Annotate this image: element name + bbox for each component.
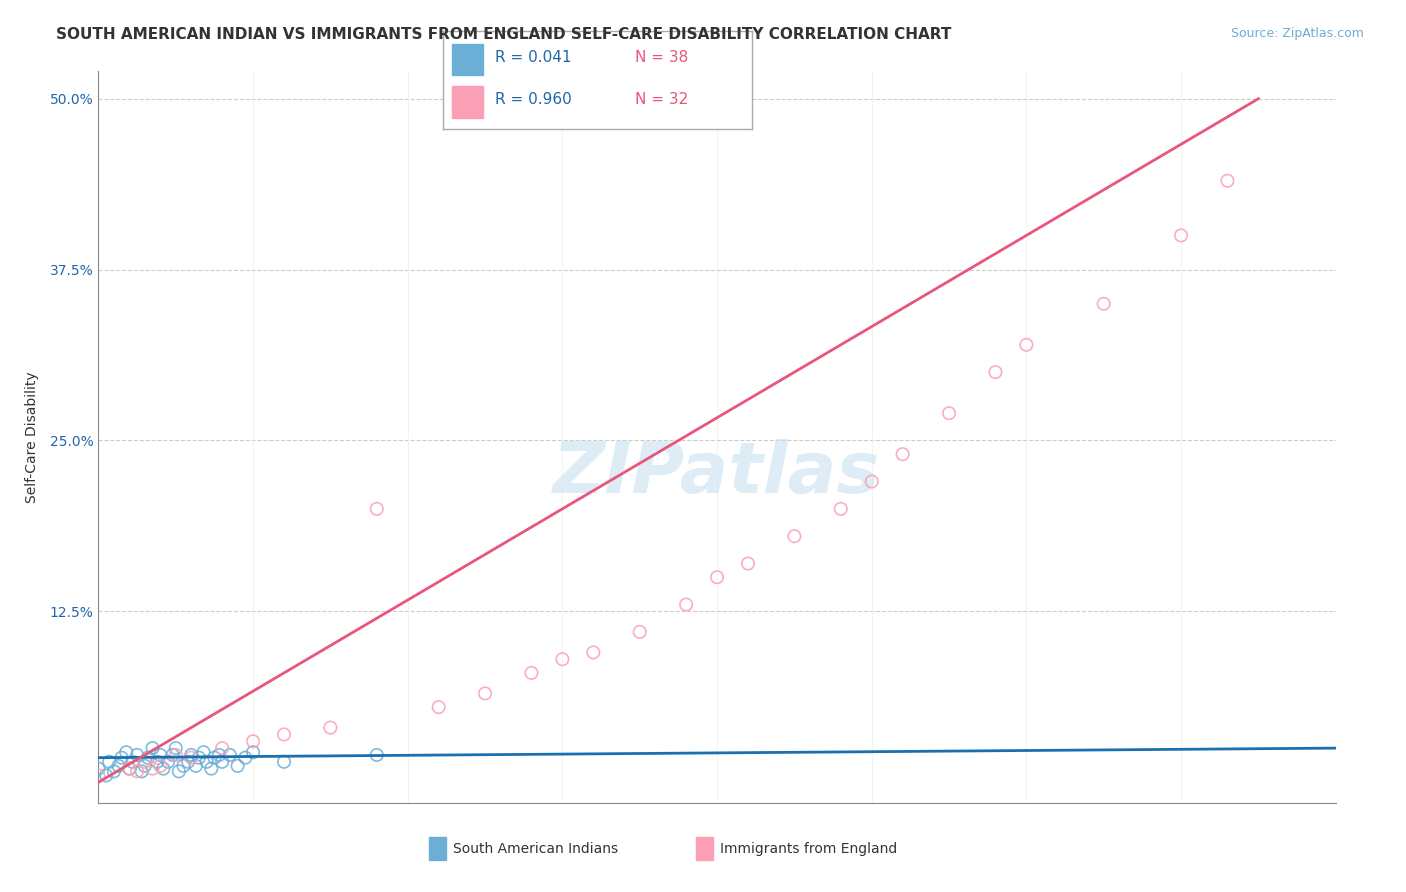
- Point: [204, 750, 226, 764]
- Point: [628, 624, 651, 639]
- Point: [860, 475, 883, 489]
- Text: 0.0%: 0.0%: [98, 854, 134, 868]
- Point: [177, 755, 200, 769]
- Point: [96, 768, 118, 782]
- Point: [219, 747, 242, 762]
- Point: [167, 764, 190, 779]
- Point: [149, 747, 172, 762]
- Point: [180, 750, 202, 764]
- Point: [195, 755, 218, 769]
- Point: [146, 755, 169, 769]
- Bar: [429, 837, 446, 860]
- Point: [366, 747, 388, 762]
- Point: [208, 747, 231, 762]
- Text: R = 0.041: R = 0.041: [495, 50, 572, 65]
- Point: [141, 741, 165, 756]
- Bar: [453, 44, 484, 76]
- Text: Immigrants from England: Immigrants from England: [720, 842, 897, 856]
- Point: [121, 755, 143, 769]
- Point: [184, 759, 207, 773]
- Point: [157, 755, 180, 769]
- Point: [242, 734, 264, 748]
- Point: [891, 447, 914, 461]
- Point: [118, 762, 141, 776]
- Point: [1092, 297, 1115, 311]
- Point: [149, 759, 172, 773]
- Point: [706, 570, 728, 584]
- Point: [273, 755, 295, 769]
- Bar: [453, 87, 484, 118]
- Point: [118, 762, 141, 776]
- Point: [111, 750, 132, 764]
- Point: [165, 747, 187, 762]
- Point: [134, 759, 156, 773]
- Text: R = 0.960: R = 0.960: [495, 93, 572, 107]
- Text: 80.0%: 80.0%: [1292, 854, 1336, 868]
- Point: [984, 365, 1007, 379]
- Point: [107, 759, 129, 773]
- Point: [127, 747, 149, 762]
- Point: [87, 768, 110, 782]
- Text: South American Indians: South American Indians: [453, 842, 617, 856]
- Point: [134, 755, 156, 769]
- Y-axis label: Self-Care Disability: Self-Care Disability: [24, 371, 38, 503]
- Point: [136, 750, 159, 764]
- Point: [737, 557, 759, 571]
- Text: N = 32: N = 32: [634, 93, 688, 107]
- Text: ZIPatlas: ZIPatlas: [554, 439, 880, 508]
- Point: [211, 755, 233, 769]
- Point: [1170, 228, 1192, 243]
- Point: [188, 750, 211, 764]
- Point: [582, 645, 605, 659]
- Point: [1015, 338, 1038, 352]
- Point: [115, 745, 138, 759]
- Point: [474, 686, 496, 700]
- Point: [520, 665, 543, 680]
- Point: [162, 747, 184, 762]
- Point: [783, 529, 806, 543]
- Text: SOUTH AMERICAN INDIAN VS IMMIGRANTS FROM ENGLAND SELF-CARE DISABILITY CORRELATIO: SOUTH AMERICAN INDIAN VS IMMIGRANTS FROM…: [56, 27, 952, 42]
- Point: [152, 762, 174, 776]
- Text: N = 38: N = 38: [634, 50, 688, 65]
- Point: [1216, 174, 1239, 188]
- Point: [180, 747, 202, 762]
- Text: Source: ZipAtlas.com: Source: ZipAtlas.com: [1230, 27, 1364, 40]
- Point: [165, 741, 187, 756]
- Point: [427, 700, 450, 714]
- Point: [938, 406, 960, 420]
- Point: [87, 762, 110, 776]
- Point: [242, 745, 264, 759]
- Point: [200, 762, 222, 776]
- Point: [226, 759, 249, 773]
- Point: [103, 764, 125, 779]
- Point: [675, 598, 697, 612]
- Point: [273, 727, 295, 741]
- Point: [193, 745, 215, 759]
- Point: [127, 764, 149, 779]
- Point: [98, 755, 121, 769]
- Point: [551, 652, 574, 666]
- Point: [366, 501, 388, 516]
- Point: [172, 759, 194, 773]
- Point: [131, 764, 153, 779]
- Bar: [696, 837, 713, 860]
- Point: [319, 721, 342, 735]
- Point: [233, 750, 257, 764]
- Point: [830, 501, 852, 516]
- Point: [211, 741, 233, 756]
- Point: [141, 762, 165, 776]
